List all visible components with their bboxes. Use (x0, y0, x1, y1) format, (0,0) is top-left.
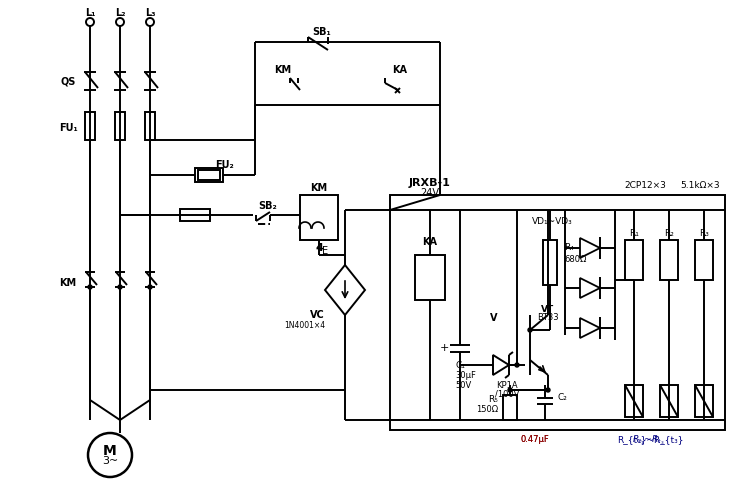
Text: 4: 4 (315, 243, 323, 253)
Text: 0.47μF: 0.47μF (520, 435, 549, 444)
Bar (145, 112, 155, 140)
Circle shape (515, 363, 519, 367)
Text: KM: KM (310, 183, 328, 193)
Text: 50V: 50V (455, 381, 471, 389)
Text: R₄: R₄ (564, 243, 574, 252)
Text: 24V: 24V (421, 188, 440, 198)
Bar (115, 112, 125, 140)
Circle shape (86, 18, 94, 26)
Text: KA: KA (422, 237, 437, 247)
Text: 5.1kΩ×3: 5.1kΩ×3 (680, 180, 720, 190)
Text: VD₁~VD₃: VD₁~VD₃ (532, 217, 572, 227)
Text: 0.47μF: 0.47μF (520, 435, 549, 444)
Text: QS: QS (60, 77, 76, 87)
Text: C₁: C₁ (455, 360, 465, 370)
Text: R₁: R₁ (629, 228, 639, 238)
Bar (180, 209, 210, 221)
Circle shape (88, 285, 92, 289)
Text: 1N4001×4: 1N4001×4 (284, 321, 325, 329)
Bar (695, 385, 713, 417)
Bar (660, 385, 678, 417)
Text: R₃: R₃ (699, 228, 709, 238)
Circle shape (546, 388, 550, 392)
Text: VC: VC (310, 310, 325, 320)
Text: 680Ω: 680Ω (564, 255, 586, 264)
Bar (415, 255, 445, 300)
Text: SB₁: SB₁ (313, 27, 332, 37)
Bar (85, 112, 95, 140)
Text: L₂: L₂ (115, 8, 125, 18)
Circle shape (116, 18, 124, 26)
Text: V: V (490, 313, 498, 323)
Text: L₃: L₃ (145, 8, 155, 18)
Bar (660, 240, 678, 280)
Text: R_{t₁}~R_{t₃}: R_{t₁}~R_{t₃} (616, 435, 683, 444)
Bar (300, 195, 338, 240)
Bar (198, 170, 220, 180)
Text: 30μF: 30μF (455, 371, 476, 380)
Circle shape (148, 285, 152, 289)
Text: VT: VT (542, 305, 554, 314)
Bar (503, 395, 517, 420)
Bar (625, 240, 643, 280)
Text: $R_{t_1}$~$R_{t_3}$: $R_{t_1}$~$R_{t_3}$ (632, 433, 664, 447)
Text: 3~: 3~ (102, 456, 118, 466)
Text: FU₂: FU₂ (214, 160, 233, 170)
Bar (195, 168, 223, 182)
Text: R₂: R₂ (664, 228, 674, 238)
Bar (625, 385, 643, 417)
Text: L₁: L₁ (85, 8, 95, 18)
Text: M: M (103, 444, 117, 458)
Bar (695, 240, 713, 280)
Text: 2CP12×3: 2CP12×3 (624, 180, 666, 190)
Text: JRXB-1: JRXB-1 (409, 178, 451, 188)
Text: R₅: R₅ (488, 396, 498, 405)
Circle shape (88, 433, 132, 477)
Text: KP1A: KP1A (496, 381, 517, 389)
Circle shape (528, 328, 532, 332)
Text: KA: KA (392, 65, 407, 75)
Bar (390, 195, 725, 430)
Circle shape (508, 388, 512, 392)
Circle shape (146, 18, 154, 26)
Text: E: E (322, 246, 328, 256)
Text: +: + (440, 343, 448, 353)
Circle shape (118, 285, 122, 289)
Text: FU₁: FU₁ (58, 123, 77, 133)
Text: BT33: BT33 (537, 313, 559, 323)
Bar (543, 240, 557, 285)
Text: SB₂: SB₂ (259, 201, 278, 211)
Text: KM: KM (274, 65, 292, 75)
Text: 150Ω: 150Ω (476, 406, 498, 415)
Text: KM: KM (59, 278, 76, 288)
Text: C₂: C₂ (557, 394, 567, 403)
Text: /100V: /100V (495, 389, 519, 398)
